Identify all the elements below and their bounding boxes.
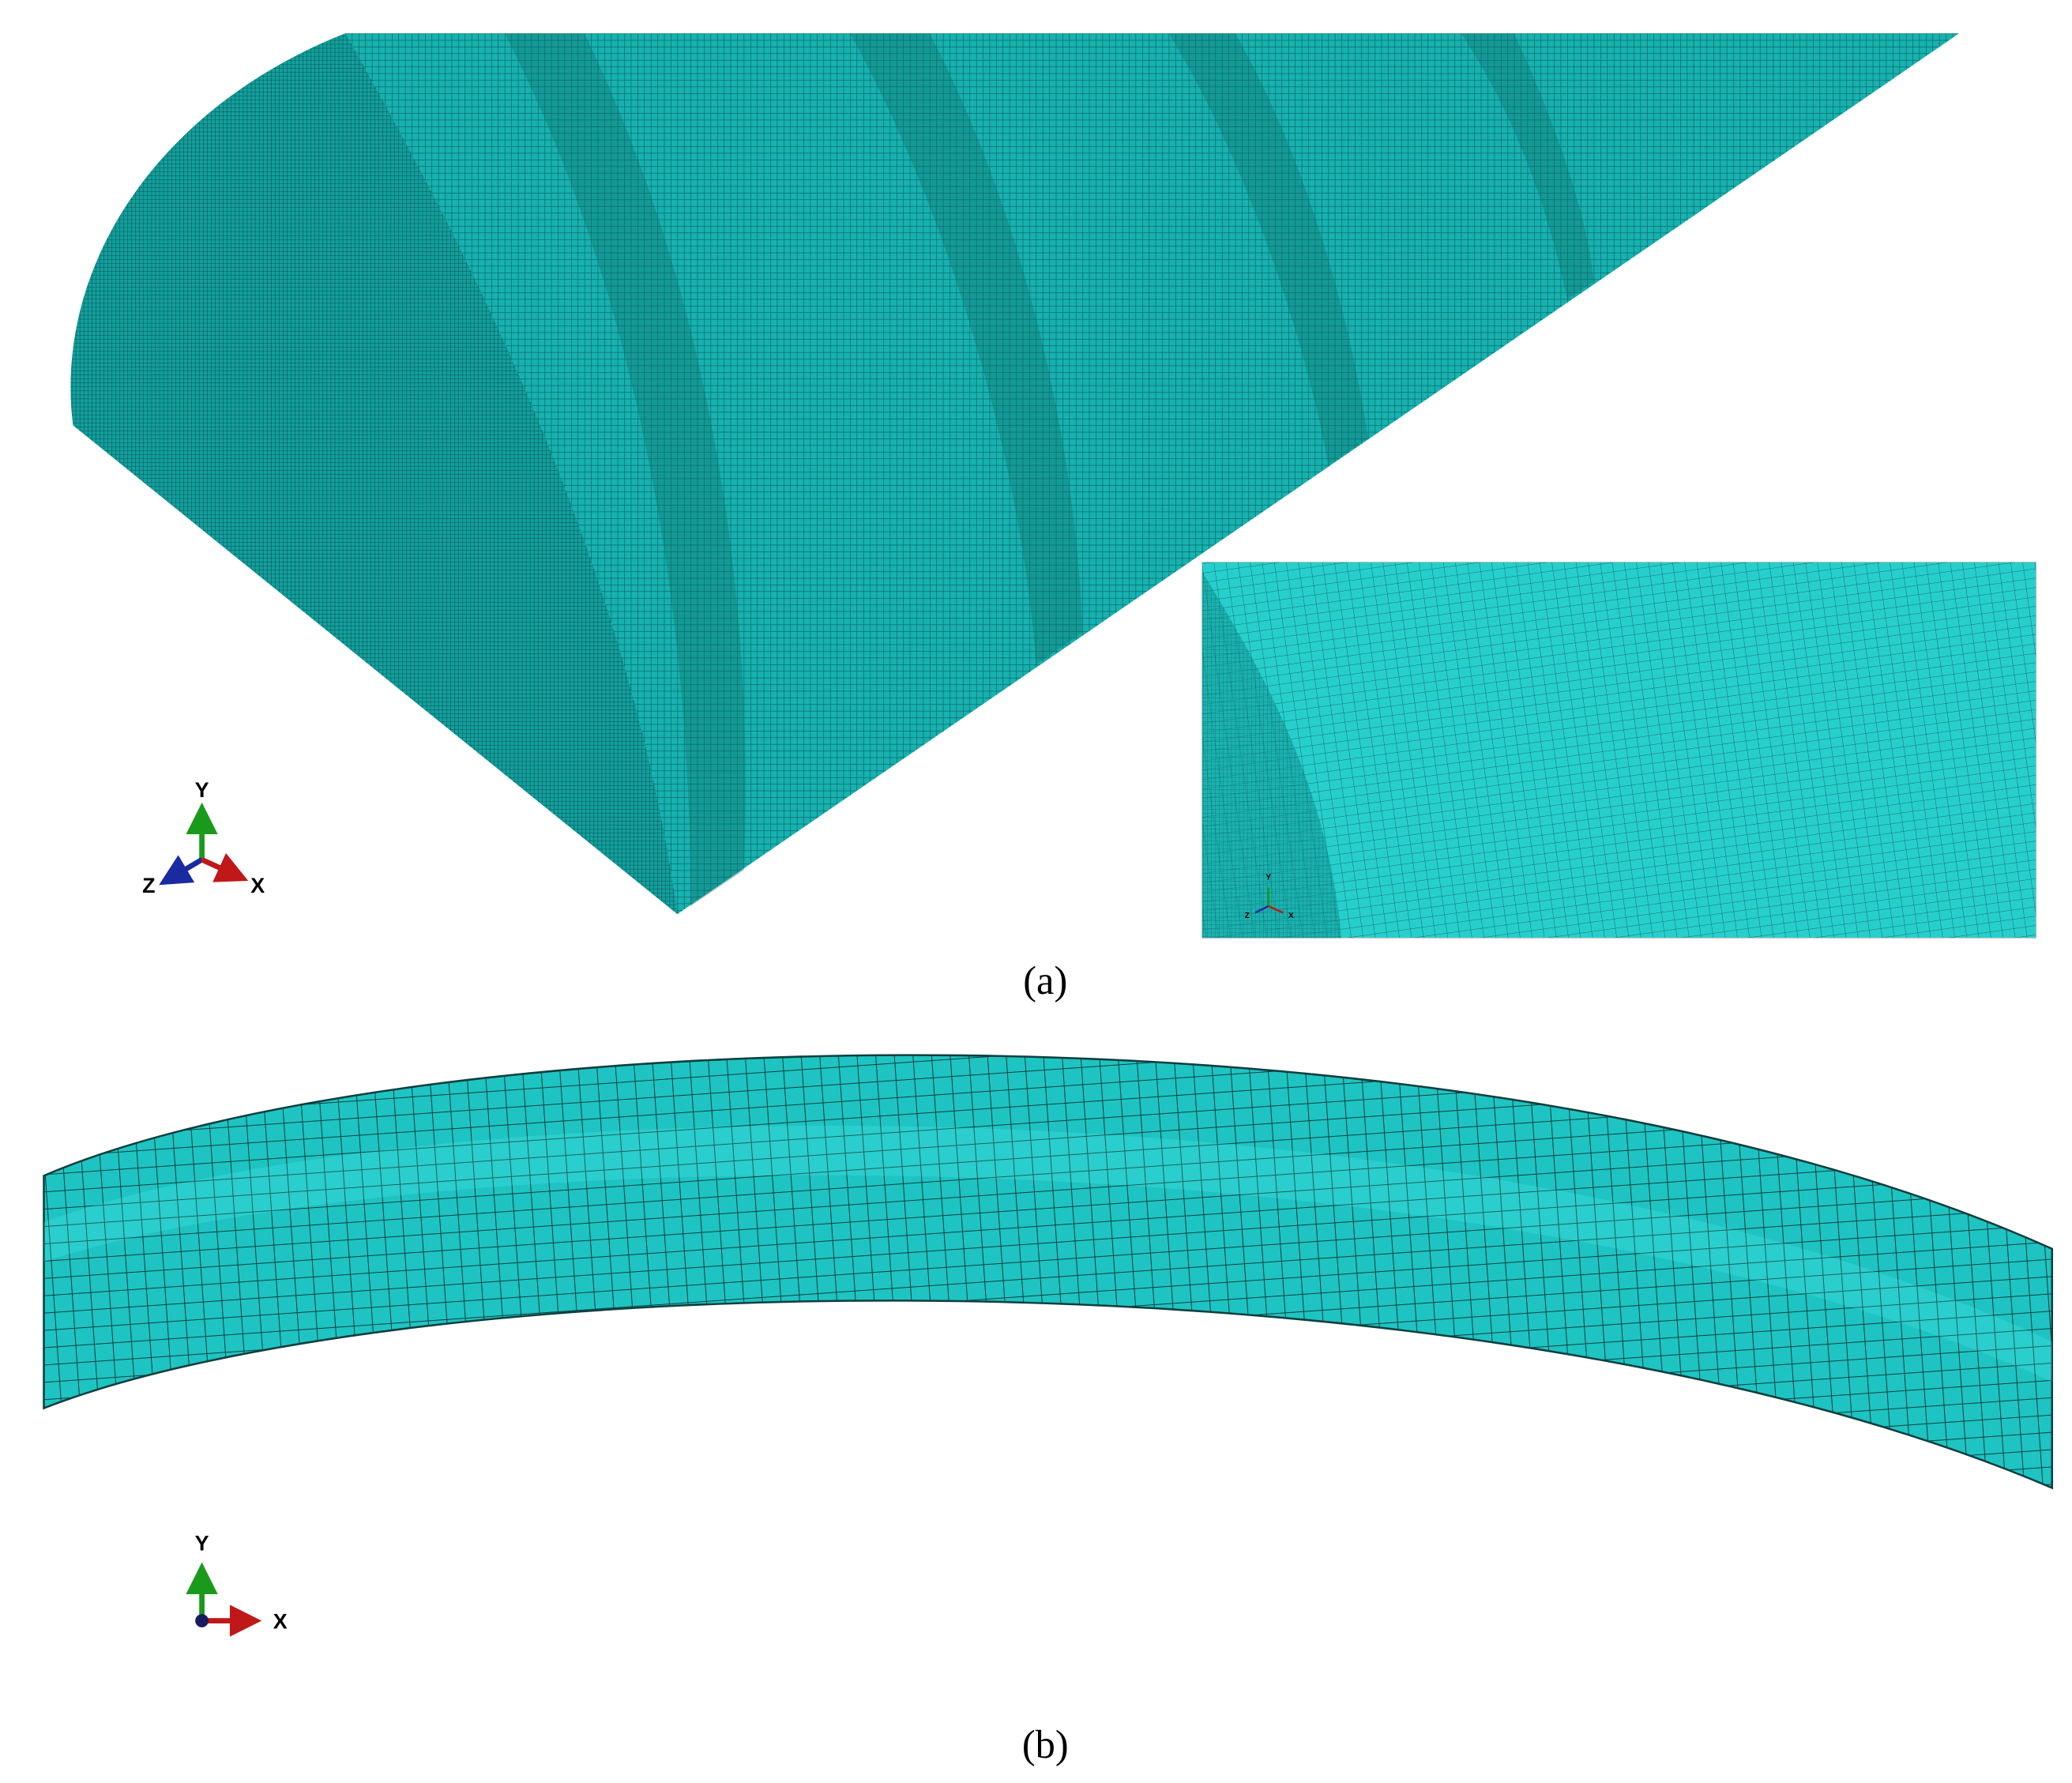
inset-axis-triad: Y Z X (1245, 873, 1294, 920)
inset-face (1201, 571, 1342, 939)
axis-label: X (1288, 912, 1294, 920)
axis-triad: Y X (186, 1531, 288, 1637)
axis-label: Z (142, 874, 155, 897)
axis-label: Y (195, 778, 209, 802)
inset-view (1201, 562, 2037, 939)
mesh-ring (43, 1054, 2054, 1490)
axis-label: Y (195, 1531, 209, 1555)
axis-label: X (273, 1610, 288, 1634)
axis-label: Z (1245, 912, 1250, 920)
axis-triad: Y Z X (142, 778, 265, 897)
axis-label: X (250, 874, 265, 897)
mesh-body (70, 33, 1960, 915)
axis-label: Y (1265, 873, 1271, 882)
caption: (b) (1022, 1722, 1069, 1766)
caption: (a) (1023, 958, 1067, 1002)
